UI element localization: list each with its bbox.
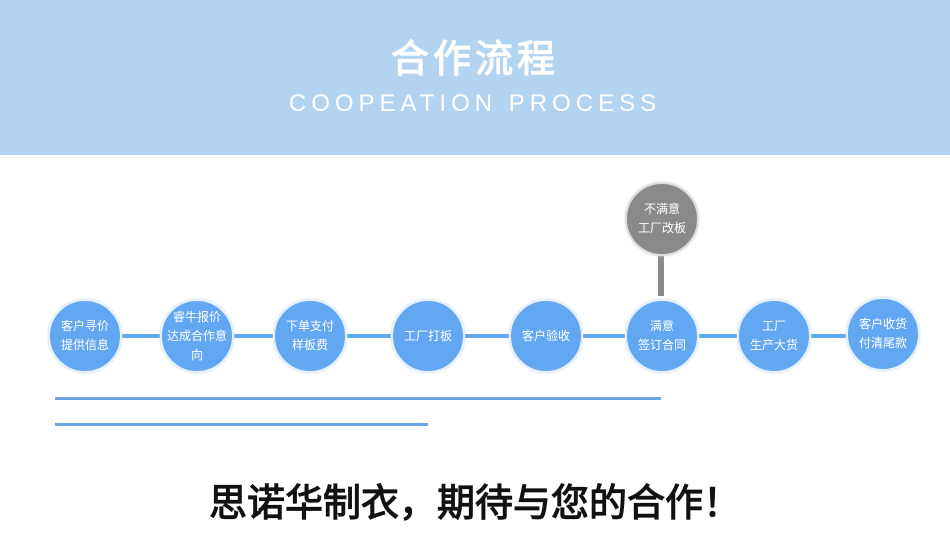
header-banner: 合作流程 COOPEATION PROCESS bbox=[0, 0, 950, 155]
page-subtitle: COOPEATION PROCESS bbox=[288, 90, 662, 117]
connector bbox=[120, 334, 160, 338]
step-label: 客户验收 bbox=[521, 328, 570, 343]
branch-label: 不满意 bbox=[643, 202, 680, 216]
step-label: 签订合同 bbox=[637, 338, 686, 352]
step-5: 客户验收 bbox=[509, 299, 583, 373]
step-label: 生产大货 bbox=[749, 338, 798, 352]
branch-label: 工厂改板 bbox=[637, 221, 686, 235]
step-2: 睿牛报价达成合作意向 bbox=[160, 299, 234, 373]
step-label: 样板费 bbox=[291, 338, 328, 352]
step-label: 睿牛报价 bbox=[172, 309, 221, 324]
step-label: 满意 bbox=[649, 319, 674, 333]
connector bbox=[345, 334, 391, 338]
divider-line bbox=[55, 397, 661, 400]
step-3: 下单支付 样板费 bbox=[273, 299, 347, 373]
connector bbox=[581, 334, 625, 338]
step-4: 工厂打板 bbox=[391, 299, 465, 373]
divider-line bbox=[55, 423, 428, 426]
step-label: 付清尾款 bbox=[858, 336, 907, 350]
connector bbox=[697, 334, 737, 338]
step-7: 工厂 生产大货 bbox=[737, 299, 811, 373]
connector bbox=[463, 334, 509, 338]
slogan: 思诺华制衣，期待与您的合作！ bbox=[208, 480, 741, 525]
step-label: 客户寻价 bbox=[60, 319, 109, 333]
step-label: 客户收货 bbox=[858, 317, 907, 331]
step-8: 客户收货 付清尾款 bbox=[846, 297, 920, 371]
step-label: 工厂打板 bbox=[403, 328, 452, 343]
branch-step: 不满意 工厂改板 bbox=[625, 182, 699, 256]
step-label: 达成合作意向 bbox=[166, 328, 227, 362]
branch-connector bbox=[658, 256, 664, 296]
connector bbox=[809, 334, 846, 338]
step-label: 工厂 bbox=[761, 319, 786, 333]
connector bbox=[232, 334, 273, 338]
page-title: 合作流程 bbox=[390, 37, 559, 81]
step-6: 满意 签订合同 bbox=[625, 299, 699, 373]
step-label: 下单支付 bbox=[285, 319, 334, 333]
step-1: 客户寻价 提供信息 bbox=[48, 299, 122, 373]
step-label: 提供信息 bbox=[60, 338, 109, 352]
